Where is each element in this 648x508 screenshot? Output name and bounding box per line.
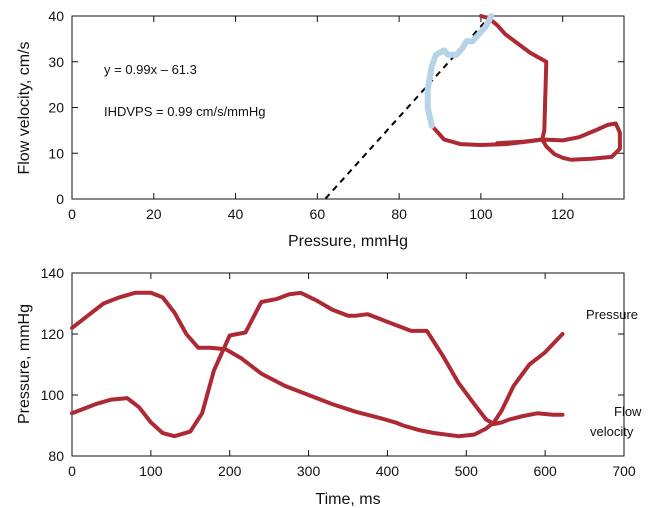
top-y-tick-label: 0 xyxy=(56,191,64,207)
top-x-tick-label: 40 xyxy=(228,206,244,222)
flow-velocity-label-line2: velocity xyxy=(590,424,634,439)
bottom-x-tick-label: 200 xyxy=(218,463,242,479)
bottom-axis-ticks: 0 100 200 300 400 500 600 700 80 100 120 140 xyxy=(41,265,636,479)
top-y-tick-label: 20 xyxy=(48,100,64,116)
fit-line xyxy=(324,15,492,200)
bottom-plot-area xyxy=(70,290,565,439)
top-y-axis-title: Flow velocity, cm/s xyxy=(16,41,33,174)
top-y-tick-label: 10 xyxy=(48,145,64,161)
bottom-x-tick-label: 700 xyxy=(612,463,636,479)
fit-segment xyxy=(424,13,495,129)
top-x-tick-label: 80 xyxy=(391,206,407,222)
top-plot-area xyxy=(324,13,622,200)
bottom-chart-frame xyxy=(71,272,625,457)
bottom-y-tick-label: 120 xyxy=(41,326,65,342)
bottom-x-tick-label: 600 xyxy=(533,463,557,479)
fit-equation: y = 0.99x – 61.3 xyxy=(104,62,197,77)
bottom-x-tick-label: 300 xyxy=(297,463,321,479)
top-y-tick-label: 40 xyxy=(48,8,64,24)
bottom-x-tick-label: 100 xyxy=(139,463,163,479)
top-axis-ticks: 0 20 40 60 80 100 120 0 10 20 30 40 xyxy=(48,8,624,222)
bottom-chart-panel: 0 100 200 300 400 500 600 700 80 100 120 140 Pressu… xyxy=(16,265,642,508)
top-y-tick-label: 30 xyxy=(48,54,64,70)
bottom-y-axis-title: Pressure, mmHg xyxy=(16,304,33,424)
ihdvps-value: IHDVPS = 0.99 cm/s/mmHg xyxy=(104,104,265,119)
top-x-tick-label: 0 xyxy=(68,206,76,222)
bottom-x-axis-title: Time, ms xyxy=(315,491,380,508)
pressure-flow-loop xyxy=(495,121,622,162)
top-chart-panel: 0 20 40 60 80 100 120 0 10 20 30 40 y = 0.99x – 61.… xyxy=(16,8,625,250)
pressure-line xyxy=(70,290,565,439)
bottom-x-tick-label: 500 xyxy=(455,463,479,479)
bottom-y-tick-label: 80 xyxy=(48,448,64,464)
bottom-y-tick-label: 100 xyxy=(41,387,65,403)
top-x-tick-label: 120 xyxy=(551,206,575,222)
pressure-series-label: Pressure xyxy=(586,307,638,322)
top-x-tick-label: 20 xyxy=(146,206,162,222)
bottom-x-tick-label: 400 xyxy=(376,463,400,479)
bottom-y-tick-label: 140 xyxy=(41,265,65,281)
top-x-tick-label: 100 xyxy=(469,206,493,222)
flow-velocity-label-line1: Flow xyxy=(614,404,642,419)
top-x-tick-label: 60 xyxy=(310,206,326,222)
bottom-x-tick-label: 0 xyxy=(68,463,76,479)
flow-velocity-line xyxy=(70,290,565,439)
top-x-axis-title: Pressure, mmHg xyxy=(288,233,408,250)
pressure-flow-loop xyxy=(429,14,549,147)
